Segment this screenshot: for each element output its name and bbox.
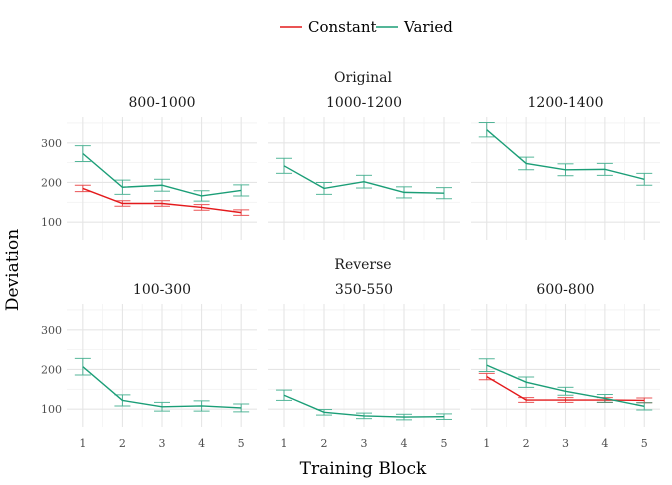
error-bar-varied	[436, 413, 452, 420]
error-bar-varied	[596, 162, 613, 176]
x-tick-label: 3	[562, 437, 569, 450]
error-bar-varied	[154, 178, 170, 192]
x-tick-label: 1	[483, 437, 490, 450]
error-bar-varied	[114, 394, 131, 407]
error-bar-constant	[154, 200, 170, 207]
error-bar-varied	[636, 402, 653, 411]
x-tick-label: 2	[119, 437, 126, 450]
panel: 600-800 1 2 3 4 5	[471, 282, 660, 450]
error-bar-constant	[478, 372, 495, 381]
panels: 800-1000 100 200 300 1000-1200 1200-1400 100-3…	[41, 95, 660, 450]
error-bar-constant	[74, 184, 91, 193]
error-bar-varied	[596, 393, 613, 403]
group-label-original: Original	[334, 70, 392, 86]
error-bar-varied	[316, 181, 332, 195]
x-tick-label: 5	[641, 437, 648, 450]
y-tick-label: 100	[41, 403, 62, 416]
error-bar-varied	[518, 376, 535, 388]
error-bar-varied	[478, 122, 495, 138]
error-bar-varied	[316, 409, 332, 416]
y-tick-label: 100	[41, 216, 62, 229]
error-bar-varied	[356, 412, 372, 420]
error-bar-constant	[557, 397, 574, 403]
x-tick-label: 5	[238, 437, 245, 450]
panel-title: 350-550	[335, 282, 393, 298]
panel: 350-550 1 2 3 4 5	[268, 282, 460, 450]
legend-label-constant: Constant	[308, 18, 377, 36]
y-tick-label: 300	[41, 137, 62, 150]
x-tick-label: 2	[321, 437, 328, 450]
y-axis-title: Deviation	[3, 229, 23, 311]
error-bar-varied	[233, 403, 250, 413]
panel: 1000-1200	[268, 95, 460, 240]
error-bar-varied	[276, 389, 292, 401]
error-bar-varied	[436, 187, 452, 200]
x-tick-label: 1	[281, 437, 288, 450]
x-tick-label: 4	[198, 437, 205, 450]
x-tick-label: 4	[601, 437, 608, 450]
error-bar-varied	[193, 400, 210, 412]
panel: 800-1000 100 200 300	[41, 95, 257, 240]
panel-title: 600-800	[536, 282, 594, 298]
panel-title: 100-300	[133, 282, 191, 298]
x-tick-label: 3	[361, 437, 368, 450]
y-tick-label: 200	[41, 176, 62, 189]
error-bar-varied	[233, 184, 250, 197]
x-axis-title: Training Block	[300, 459, 427, 479]
y-tick-label: 200	[41, 363, 62, 376]
x-tick-label: 5	[441, 437, 448, 450]
error-bar-varied	[557, 163, 574, 177]
panel-title: 800-1000	[128, 95, 195, 111]
error-bar-varied	[396, 186, 412, 199]
y-tick-label: 300	[41, 324, 62, 337]
legend-label-varied: Varied	[403, 18, 453, 36]
error-bar-varied	[518, 156, 535, 171]
x-tick-label: 1	[79, 437, 86, 450]
panel-title: 1000-1200	[326, 95, 402, 111]
error-bar-constant	[193, 204, 210, 211]
error-bar-constant	[114, 200, 131, 207]
error-bar-varied	[557, 386, 574, 396]
panel: 100-300 100 200 300 1 2 3 4 5	[41, 282, 257, 450]
x-tick-label: 3	[159, 437, 166, 450]
error-bar-varied	[74, 145, 91, 162]
group-label-reverse: Reverse	[334, 257, 391, 273]
legend: Constant Varied	[280, 18, 453, 36]
error-bar-varied	[478, 358, 495, 372]
error-bar-varied	[154, 401, 170, 412]
error-bar-varied	[114, 179, 131, 195]
panel: 1200-1400	[471, 95, 660, 240]
x-tick-label: 4	[401, 437, 408, 450]
error-bar-varied	[74, 357, 91, 376]
error-bar-varied	[193, 190, 210, 202]
error-bar-constant	[233, 209, 250, 216]
error-bar-varied	[276, 157, 292, 174]
error-bar-varied	[396, 413, 412, 421]
error-bar-varied	[636, 172, 653, 186]
error-bar-constant	[518, 397, 535, 403]
panel-title: 1200-1400	[528, 95, 604, 111]
x-tick-label: 2	[523, 437, 530, 450]
error-bar-varied	[356, 174, 372, 189]
